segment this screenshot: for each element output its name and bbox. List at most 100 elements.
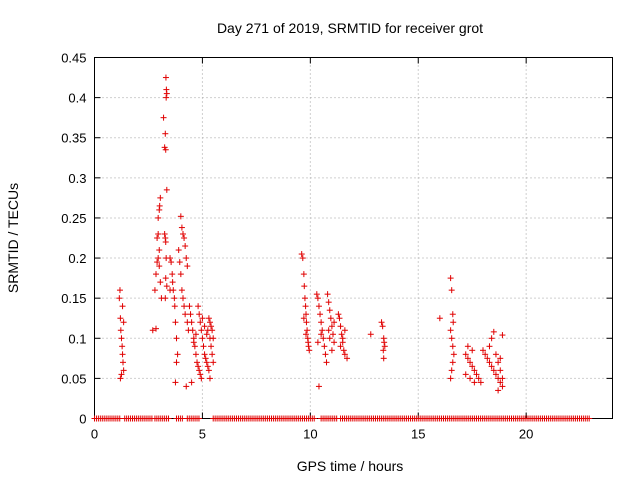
- data-point: [181, 235, 188, 241]
- data-point: [320, 335, 327, 342]
- data-point: [186, 303, 193, 310]
- data-point: [380, 355, 387, 362]
- data-point: [177, 213, 184, 220]
- data-point: [324, 291, 331, 298]
- data-point: [380, 347, 387, 354]
- data-point: [203, 331, 210, 338]
- data-point: [204, 327, 211, 334]
- data-point: [208, 323, 215, 330]
- data-point: [322, 351, 329, 358]
- data-point: [160, 114, 167, 121]
- data-point: [202, 355, 209, 362]
- data-point: [341, 351, 348, 358]
- data-point: [469, 347, 476, 354]
- data-point: [469, 363, 476, 370]
- data-point: [178, 224, 185, 231]
- data-point: [199, 315, 206, 322]
- data-point: [326, 335, 333, 342]
- x-tick-label: 15: [411, 427, 425, 442]
- data-point: [196, 367, 203, 374]
- data-point: [175, 247, 182, 254]
- data-points: [91, 74, 593, 422]
- data-point: [203, 359, 210, 366]
- data-point: [198, 327, 205, 334]
- data-point: [194, 359, 201, 366]
- data-point: [490, 328, 497, 335]
- data-point: [301, 283, 308, 290]
- data-point: [497, 355, 504, 362]
- data-point: [473, 371, 480, 378]
- data-point: [210, 359, 217, 366]
- data-point: [471, 379, 478, 386]
- y-tick-label: 0.15: [61, 291, 86, 306]
- data-point: [300, 315, 307, 322]
- data-point: [300, 271, 307, 278]
- data-point: [117, 327, 124, 334]
- data-point: [367, 331, 374, 338]
- data-point: [299, 255, 306, 262]
- data-point: [201, 351, 208, 358]
- data-point: [117, 315, 124, 322]
- axis-tick-labels: 0 0.05 0.1 0.15 0.2 0.25 0.3 0.35 0.4 0.45 0 5 10 15 2…: [61, 51, 533, 442]
- data-point: [337, 343, 344, 350]
- data-point: [339, 335, 346, 342]
- data-point: [323, 359, 330, 366]
- data-point: [381, 343, 388, 350]
- y-tick-label: 0.25: [61, 211, 86, 226]
- y-axis-label: SRMTID / TECUs: [5, 183, 21, 293]
- data-point: [450, 351, 457, 358]
- data-point: [177, 271, 184, 278]
- data-point: [169, 279, 176, 286]
- data-point: [448, 367, 455, 374]
- data-point: [163, 186, 170, 193]
- data-point: [331, 319, 338, 326]
- data-point: [495, 359, 502, 366]
- data-point: [182, 243, 189, 250]
- y-tick-label: 0.3: [68, 171, 86, 186]
- data-point: [447, 375, 454, 382]
- data-point: [156, 202, 163, 209]
- data-point: [167, 255, 174, 262]
- data-point: [448, 287, 455, 294]
- data-point: [154, 259, 161, 266]
- data-point: [490, 367, 497, 374]
- data-point: [206, 319, 213, 326]
- data-point: [169, 271, 176, 278]
- data-point: [199, 335, 206, 342]
- data-point: [184, 263, 191, 270]
- data-point: [155, 230, 162, 237]
- x-axis-label: GPS time / hours: [297, 458, 404, 474]
- data-point: [192, 351, 199, 358]
- data-point: [318, 319, 325, 326]
- data-point: [153, 325, 160, 332]
- data-point: [447, 275, 454, 282]
- data-point: [171, 303, 178, 310]
- y-tick-label: 0.1: [68, 331, 86, 346]
- data-point: [187, 311, 194, 318]
- data-point: [471, 367, 478, 374]
- y-tick-label: 0.05: [61, 371, 86, 386]
- y-tick-label: 0.4: [68, 91, 86, 106]
- data-point: [381, 339, 388, 346]
- data-point: [306, 347, 313, 354]
- data-point: [119, 303, 126, 310]
- data-point: [172, 319, 179, 326]
- data-point: [464, 355, 471, 362]
- data-point: [467, 375, 474, 382]
- data-point: [168, 259, 175, 266]
- data-point: [196, 311, 203, 318]
- data-point: [449, 311, 456, 318]
- data-point: [450, 319, 457, 326]
- data-point: [161, 230, 168, 237]
- data-point: [338, 331, 345, 338]
- data-point: [195, 363, 202, 370]
- data-point: [488, 363, 495, 370]
- data-point: [379, 323, 386, 330]
- data-point: [484, 355, 491, 362]
- zero-data-point: [586, 415, 593, 422]
- data-point: [205, 315, 212, 322]
- data-point: [198, 375, 205, 382]
- y-tick-label: 0.35: [61, 131, 86, 146]
- data-point: [119, 359, 126, 366]
- data-point: [321, 343, 328, 350]
